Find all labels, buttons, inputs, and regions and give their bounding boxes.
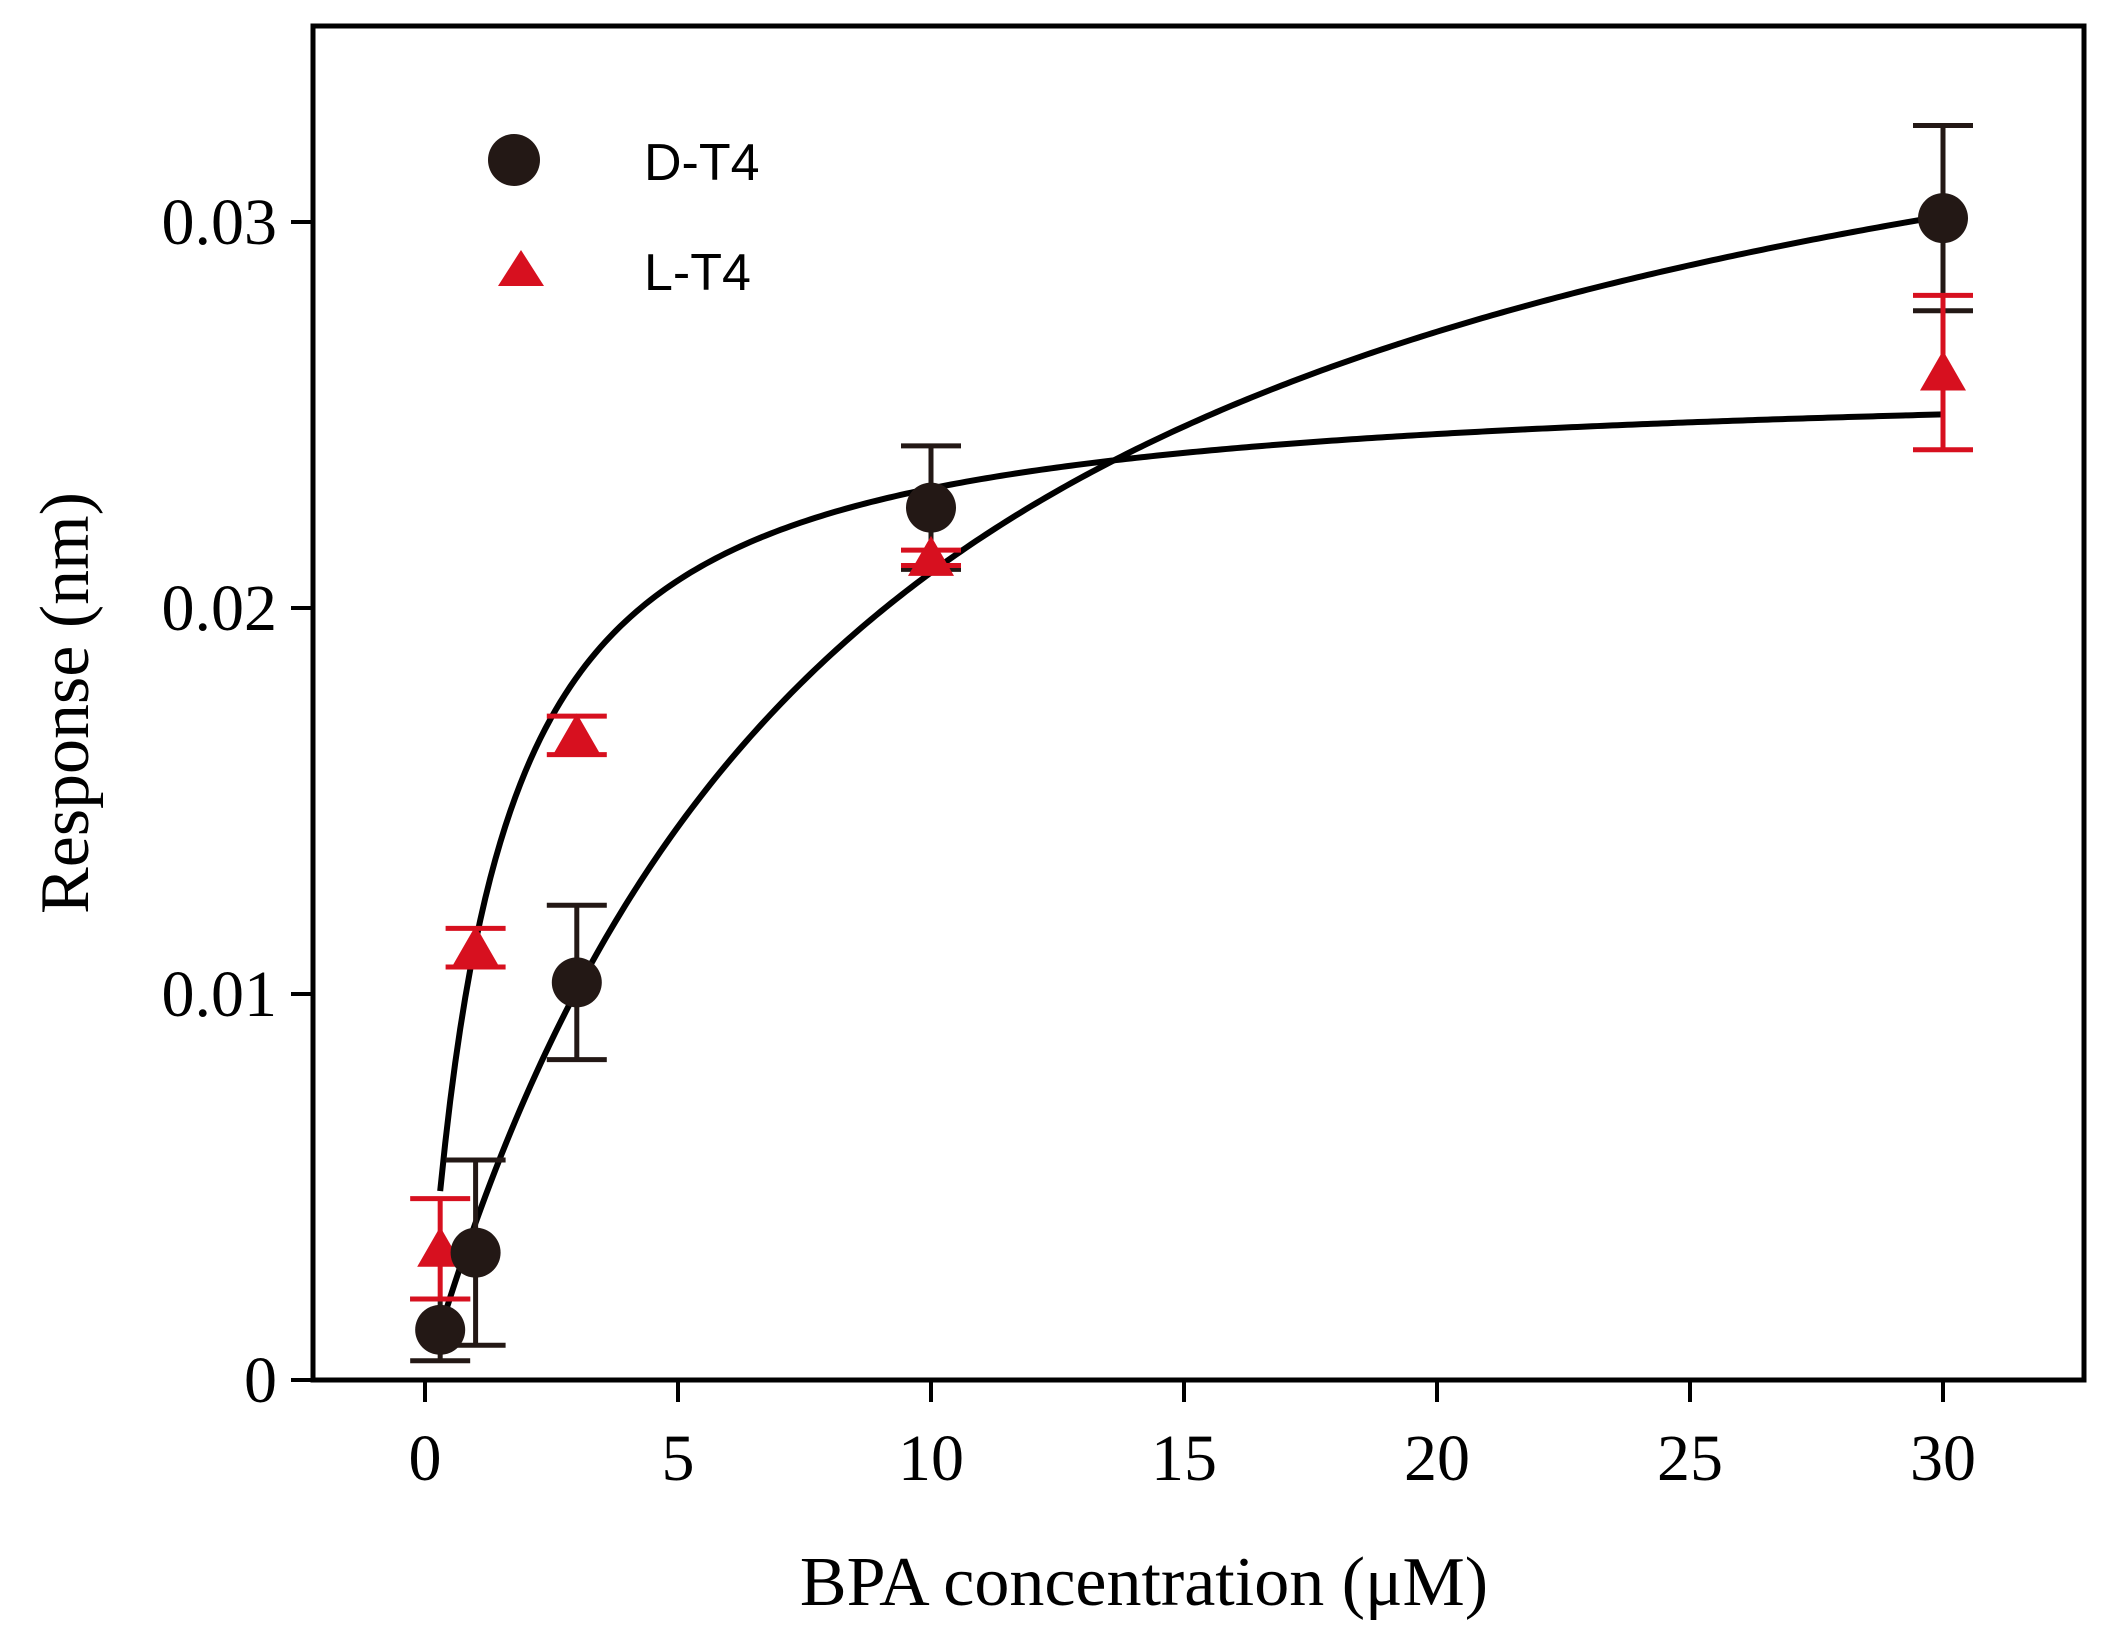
x-tick-label-0: 0 bbox=[409, 1422, 442, 1495]
x-tick-label-10: 10 bbox=[898, 1422, 964, 1495]
point-d-t4-2 bbox=[551, 957, 602, 1008]
x-tick-label-25: 25 bbox=[1657, 1422, 1723, 1495]
legend-label-d-t4: D-T4 bbox=[644, 134, 760, 192]
y-tick-label-0.03: 0.03 bbox=[162, 186, 278, 259]
data-markers bbox=[415, 193, 1968, 1355]
point-l-t4-3 bbox=[908, 535, 954, 576]
point-d-t4-4 bbox=[1918, 193, 1968, 244]
fit-curve-l-t4 bbox=[437, 411, 1944, 1192]
legend: D-T4 L-T4 bbox=[488, 134, 760, 302]
x-axis-ticks: 0 5 10 15 20 25 30 bbox=[409, 1380, 1976, 1495]
y-axis-ticks: 0 0.01 0.02 0.03 bbox=[162, 186, 313, 1417]
x-axis-title: BPA concentration (μM) bbox=[800, 1544, 1488, 1621]
y-tick-label-0: 0 bbox=[244, 1344, 277, 1417]
x-tick-label-20: 20 bbox=[1404, 1422, 1470, 1495]
y-tick-label-0.02: 0.02 bbox=[162, 572, 278, 645]
error-bars bbox=[410, 123, 1973, 1364]
point-l-t4-2 bbox=[553, 713, 600, 754]
point-d-t4-1 bbox=[450, 1227, 501, 1278]
legend-label-l-t4: L-T4 bbox=[644, 244, 751, 302]
plot-frame bbox=[310, 23, 2087, 1383]
point-d-t4-0 bbox=[415, 1304, 466, 1355]
x-tick-label-5: 5 bbox=[662, 1422, 695, 1495]
x-tick-label-30: 30 bbox=[1910, 1422, 1976, 1495]
point-l-t4-4 bbox=[1920, 350, 1966, 391]
fit-curve-d-t4 bbox=[437, 213, 1944, 1330]
y-axis-title: Response (nm) bbox=[27, 492, 104, 914]
legend-marker-l-t4 bbox=[498, 250, 544, 286]
legend-marker-d-t4 bbox=[488, 134, 540, 186]
point-d-t4-3 bbox=[906, 482, 956, 533]
y-tick-label-0.01: 0.01 bbox=[162, 958, 278, 1031]
fit-curves bbox=[437, 213, 1944, 1330]
point-l-t4-1 bbox=[452, 925, 499, 966]
x-tick-label-15: 15 bbox=[1151, 1422, 1217, 1495]
